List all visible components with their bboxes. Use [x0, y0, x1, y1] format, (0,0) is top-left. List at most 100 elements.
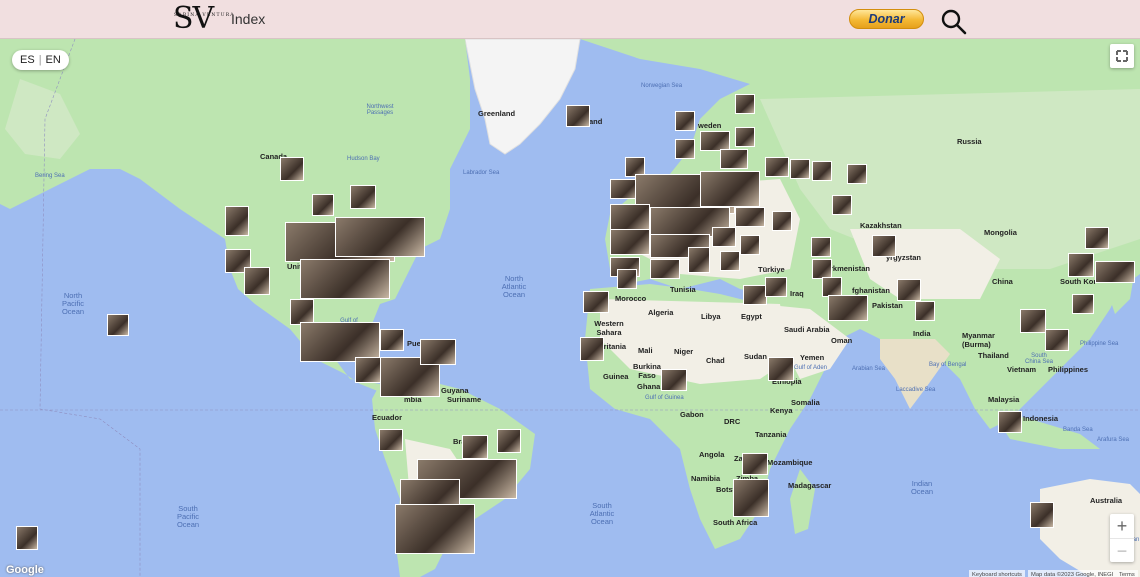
label-arabian-sea: Arabian Sea [852, 366, 886, 372]
label-indian-ocean: Indian Ocean [910, 479, 934, 496]
map-marker[interactable] [1085, 227, 1109, 249]
map-marker[interactable] [812, 161, 832, 181]
map-data-attribution[interactable]: Map data ©2023 Google, INEGI [1028, 570, 1117, 577]
map-marker[interactable] [1072, 294, 1094, 314]
map-marker[interactable] [743, 285, 767, 305]
map-marker[interactable] [733, 479, 769, 517]
map-marker[interactable] [379, 429, 403, 451]
label-suriname: Suriname [447, 395, 482, 404]
map-marker[interactable] [740, 235, 760, 255]
map-marker[interactable] [16, 526, 38, 550]
label-vietnam: Vietnam [1007, 365, 1037, 374]
map-marker[interactable] [688, 247, 710, 273]
map-marker[interactable] [1030, 502, 1054, 528]
map-marker[interactable] [566, 105, 590, 127]
map-marker[interactable] [700, 171, 760, 207]
search-icon[interactable] [940, 8, 968, 36]
label-myanmar: Myanmar (Burma) [962, 331, 995, 349]
lang-en[interactable]: EN [45, 54, 61, 66]
map-marker[interactable] [720, 149, 748, 169]
label-labrador-sea: Labrador Sea [463, 170, 500, 176]
label-niger: Niger [674, 347, 694, 356]
map-marker[interactable] [395, 504, 475, 554]
map-marker[interactable] [312, 194, 334, 216]
label-turkey: Türkiye [758, 265, 785, 274]
site-logo[interactable]: SV SABINA VENTURA [173, 1, 235, 36]
terms-link[interactable]: Terms [1116, 570, 1138, 577]
label-iraq: Iraq [790, 289, 804, 298]
world-map[interactable]: Greenland Canada United S Puerto R Guyan… [0, 39, 1140, 577]
label-drc: DRC [724, 417, 741, 426]
map-marker[interactable] [822, 277, 842, 297]
label-hudson-bay: Hudson Bay [347, 156, 380, 162]
map-marker[interactable] [1095, 261, 1135, 283]
label-north-pacific: North Pacific Ocean [61, 291, 85, 316]
map-marker[interactable] [355, 357, 381, 383]
map-marker[interactable] [765, 157, 789, 177]
map-marker[interactable] [790, 159, 810, 179]
map-marker[interactable] [580, 337, 604, 361]
map-marker[interactable] [335, 217, 425, 257]
label-colombia: mbia [404, 395, 422, 404]
map-marker[interactable] [915, 301, 935, 321]
label-yemen: Yemen [800, 353, 825, 362]
map-marker[interactable] [462, 435, 488, 459]
map-marker[interactable] [828, 295, 868, 321]
map-marker[interactable] [700, 131, 730, 151]
map-marker[interactable] [832, 195, 852, 215]
map-marker[interactable] [765, 277, 787, 297]
map-marker[interactable] [661, 369, 687, 391]
label-south-pacific: South Pacific Ocean [176, 504, 200, 529]
map-marker[interactable] [300, 322, 380, 362]
map-marker[interactable] [1068, 253, 1094, 277]
map-marker[interactable] [812, 259, 832, 279]
map-marker[interactable] [712, 227, 736, 247]
map-marker[interactable] [768, 357, 794, 381]
map-marker[interactable] [998, 411, 1022, 433]
map-marker[interactable] [675, 139, 695, 159]
fullscreen-button[interactable] [1110, 44, 1134, 68]
label-zambia: Zam [734, 454, 749, 463]
map-marker[interactable] [300, 259, 390, 299]
map-marker[interactable] [497, 429, 521, 453]
map-marker[interactable] [811, 237, 831, 257]
label-iceland: and [589, 117, 603, 126]
label-china: China [992, 277, 1013, 286]
map-marker[interactable] [380, 329, 404, 351]
map-marker[interactable] [610, 229, 650, 255]
map-marker[interactable] [772, 211, 792, 231]
map-marker[interactable] [107, 314, 129, 336]
map-marker[interactable] [735, 207, 765, 227]
lang-es[interactable]: ES [20, 54, 35, 66]
label-russia: Russia [957, 137, 982, 146]
label-bering-sea: Bering Sea [35, 173, 65, 179]
map-marker[interactable] [610, 204, 650, 232]
map-marker[interactable] [650, 259, 680, 279]
map-marker[interactable] [897, 279, 921, 301]
map-marker[interactable] [735, 94, 755, 114]
map-marker[interactable] [350, 185, 376, 209]
google-logo[interactable]: Google [6, 564, 44, 576]
keyboard-shortcuts-link[interactable]: Keyboard shortcuts [969, 570, 1025, 577]
map-marker[interactable] [1045, 329, 1069, 351]
map-marker[interactable] [225, 206, 249, 236]
label-madagascar: Madagascar [788, 481, 832, 490]
label-guyana: Guyana [441, 386, 469, 395]
map-marker[interactable] [244, 267, 270, 295]
index-link[interactable]: Index [231, 11, 266, 27]
map-marker[interactable] [420, 339, 456, 365]
map-marker[interactable] [847, 164, 867, 184]
map-marker[interactable] [583, 291, 609, 313]
map-marker[interactable] [280, 157, 304, 181]
map-marker[interactable] [735, 127, 755, 147]
map-marker[interactable] [617, 269, 637, 289]
label-mongolia: Mongolia [984, 228, 1017, 237]
map-marker[interactable] [742, 453, 768, 475]
zoom-out-button[interactable]: − [1110, 538, 1134, 563]
map-marker[interactable] [1020, 309, 1046, 333]
map-marker[interactable] [675, 111, 695, 131]
map-marker[interactable] [720, 251, 740, 271]
zoom-in-button[interactable]: + [1116, 516, 1128, 536]
map-marker[interactable] [872, 235, 896, 257]
donate-button[interactable]: Donar [849, 9, 924, 29]
